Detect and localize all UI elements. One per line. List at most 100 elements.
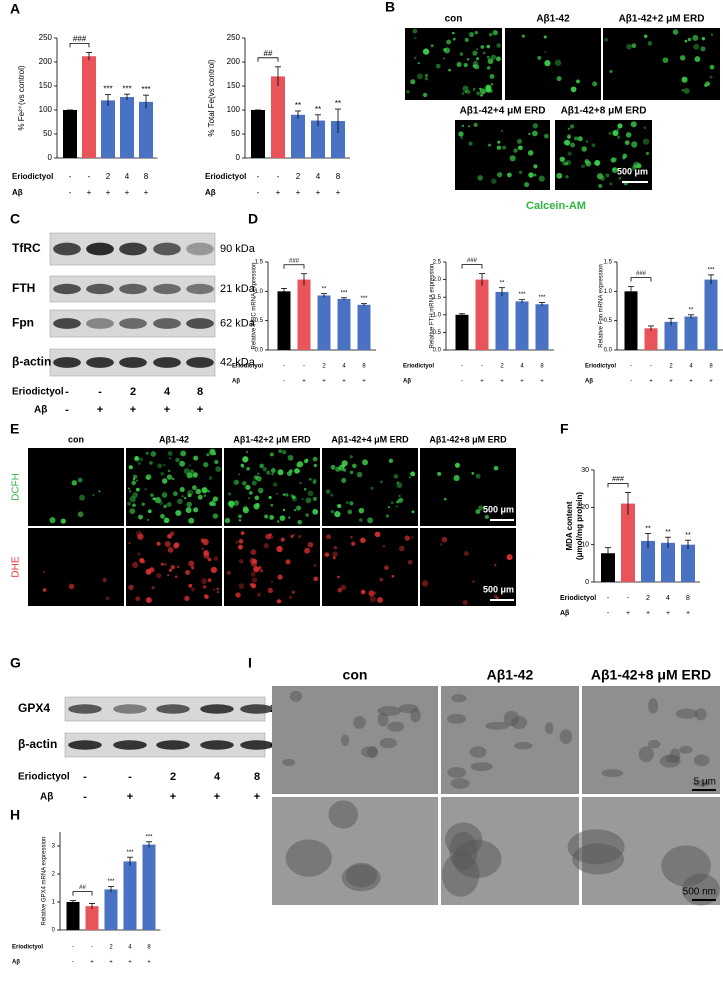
- cell: [683, 88, 690, 94]
- cell: [135, 596, 141, 602]
- cell: [137, 514, 143, 520]
- cell: [626, 43, 632, 50]
- row-value: +: [147, 960, 151, 966]
- y-axis-label: MDA content: [565, 501, 574, 550]
- y-tick-label: 0.0: [433, 348, 442, 354]
- cell: [485, 84, 492, 92]
- cell: [313, 564, 317, 567]
- row-label: Eriodictyol: [12, 172, 53, 181]
- cell: [459, 52, 464, 56]
- cell: [186, 501, 193, 508]
- cell: [488, 32, 493, 37]
- cell: [207, 489, 211, 493]
- cell: [340, 584, 347, 591]
- cell: [684, 39, 688, 43]
- cell: [460, 136, 464, 140]
- cell: [164, 541, 171, 548]
- cell: [413, 56, 417, 60]
- cell: [464, 37, 469, 43]
- cell: [160, 471, 165, 476]
- cell: [442, 57, 446, 60]
- cell: [251, 577, 258, 583]
- organelle: [377, 712, 389, 727]
- organelle: [353, 716, 366, 729]
- cell: [250, 571, 256, 577]
- cell: [476, 91, 481, 96]
- cell: [562, 161, 567, 166]
- micrograph: [28, 448, 124, 526]
- significance: ***: [107, 879, 115, 885]
- cell: [257, 487, 264, 494]
- row-value: +: [296, 188, 301, 197]
- row-value: +: [197, 404, 203, 416]
- cell: [293, 508, 297, 512]
- cell: [591, 143, 596, 148]
- bar: [357, 304, 371, 350]
- cell: [398, 494, 401, 498]
- significance: ***: [707, 267, 715, 273]
- row-value: 2: [500, 364, 504, 370]
- bracket-label: ###: [467, 258, 478, 264]
- cell: [396, 482, 403, 489]
- cell: [528, 132, 531, 136]
- cell: [693, 43, 700, 50]
- cell: [289, 595, 293, 600]
- row-value: +: [144, 188, 149, 197]
- cell: [290, 534, 294, 538]
- row-value: +: [689, 379, 693, 385]
- cell: [213, 556, 219, 561]
- cell: [276, 599, 282, 604]
- cell: [377, 597, 384, 603]
- cell: [242, 456, 249, 463]
- cell: [281, 449, 287, 455]
- cell: [624, 140, 630, 146]
- cell: [490, 83, 494, 86]
- cell: [132, 478, 136, 481]
- row-value: -: [69, 172, 72, 181]
- em-image: [272, 686, 438, 794]
- row-label: Aβ: [205, 188, 216, 197]
- cell: [456, 61, 462, 68]
- row-value: +: [666, 610, 670, 617]
- cell: [356, 471, 363, 478]
- cell: [610, 157, 616, 163]
- cell: [411, 536, 414, 539]
- y-tick-label: 100: [227, 105, 241, 114]
- bar: [641, 540, 655, 582]
- cell: [369, 595, 376, 603]
- cell: [608, 131, 612, 135]
- cell: [332, 556, 336, 560]
- cell: [368, 590, 375, 597]
- row-label: Aβ: [232, 379, 240, 385]
- cell: [391, 574, 395, 578]
- row-value: 4: [164, 386, 171, 398]
- panel-letter: G: [10, 655, 21, 671]
- column-label: Aβ1-42: [487, 667, 534, 683]
- cell: [462, 85, 469, 92]
- cell: [474, 31, 478, 35]
- column-label: Aβ1-42+8 μM ERD: [591, 667, 711, 683]
- bar: [455, 314, 469, 350]
- y-tick-label: 2.0: [433, 277, 442, 283]
- row-value: -: [283, 379, 285, 385]
- cell: [279, 515, 286, 522]
- cell: [241, 481, 247, 486]
- cell: [294, 468, 300, 474]
- y-axis-label: (μmol/mg protein): [575, 492, 584, 560]
- cell: [334, 511, 341, 518]
- cell: [421, 580, 429, 587]
- cell: [581, 164, 586, 169]
- cell: [424, 77, 429, 81]
- cell: [609, 69, 613, 73]
- cell: [352, 463, 357, 469]
- cell: [477, 175, 483, 181]
- cell: [299, 481, 302, 485]
- cell: [454, 462, 460, 468]
- significance: ***: [141, 85, 150, 94]
- cell: [212, 496, 219, 502]
- cell: [521, 34, 525, 38]
- significance: ***: [126, 850, 134, 856]
- cell: [226, 570, 231, 575]
- organelle: [572, 843, 625, 875]
- cell: [145, 597, 152, 604]
